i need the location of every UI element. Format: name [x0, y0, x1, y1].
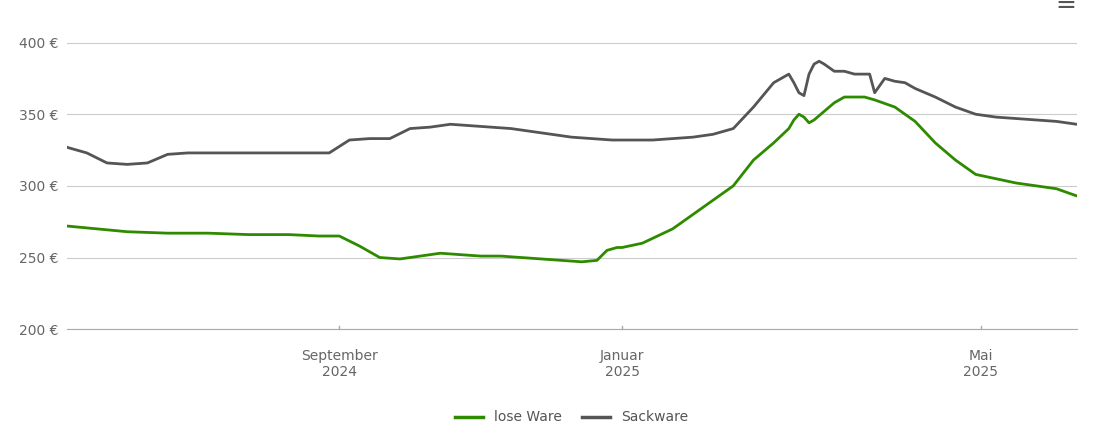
Text: ≡: ≡ — [1056, 0, 1077, 15]
Legend: lose Ware, Sackware: lose Ware, Sackware — [450, 405, 694, 422]
Text: Mai
2025: Mai 2025 — [963, 349, 998, 379]
Text: Januar
2025: Januar 2025 — [599, 349, 645, 379]
Text: September
2024: September 2024 — [301, 349, 377, 379]
